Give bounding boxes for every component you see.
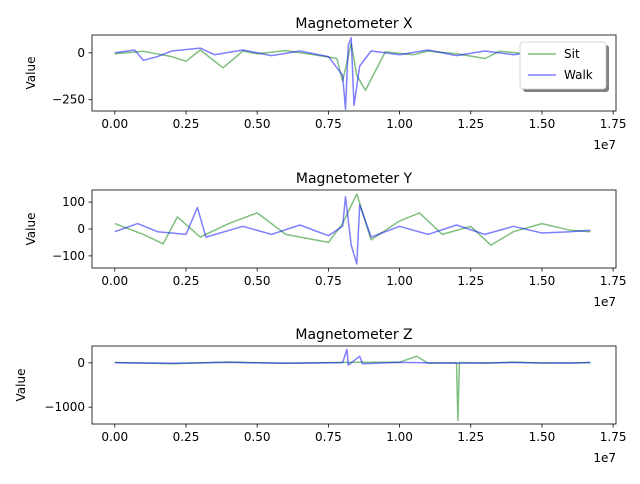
legend-label-walk: Walk <box>564 68 593 82</box>
subplot-3: 0.00 0.25 0.50 0.75 1.00 1.25 1.50 1.75 0 −1000 1e… <box>14 327 627 465</box>
x-tick-label: 1.75 <box>600 117 627 131</box>
legend: Sit Walk <box>519 41 609 92</box>
x-tick-label: 1.50 <box>529 430 556 444</box>
x-tick-label: 1.25 <box>457 274 484 288</box>
x-tick-label: 0.25 <box>173 430 200 444</box>
series-line-walk <box>114 195 591 265</box>
y-axis-label: Value <box>14 369 28 402</box>
x-tick-label: 0.00 <box>101 274 128 288</box>
y-tick-label: −1000 <box>44 400 85 414</box>
x-tick-label: 0.50 <box>244 430 271 444</box>
x-tick-label: 0.75 <box>315 274 342 288</box>
x-offset-label: 1e7 <box>593 295 616 309</box>
series-line-walk <box>114 348 591 366</box>
x-tick-label: 1.00 <box>386 274 413 288</box>
x-tick-label: 1.75 <box>600 274 627 288</box>
x-tick-label: 0.25 <box>173 117 200 131</box>
x-tick-label: 1.00 <box>386 117 413 131</box>
series-line-walk <box>114 37 591 110</box>
legend-frame <box>519 41 607 90</box>
y-axis-label: Value <box>24 213 38 246</box>
y-tick-label: 0 <box>77 222 85 236</box>
x-offset-label: 1e7 <box>593 138 616 152</box>
y-tick-label: 0 <box>77 356 85 370</box>
x-tick-label: 1.75 <box>600 430 627 444</box>
y-axis-label: Value <box>24 57 38 90</box>
x-tick-label: 0.00 <box>101 430 128 444</box>
series-line-sit <box>114 355 591 422</box>
x-tick-label: 0.75 <box>315 117 342 131</box>
plot-frame <box>91 34 617 112</box>
subplot-2: 0.00 0.25 0.50 0.75 1.00 1.25 1.50 1.75 100 0 −100… <box>24 171 627 309</box>
x-tick-label: 0.25 <box>173 274 200 288</box>
x-tick-label: 1.25 <box>457 117 484 131</box>
x-tick-label: 0.50 <box>244 274 271 288</box>
y-tick-label: −100 <box>52 249 85 263</box>
y-tick-label: 0 <box>77 46 85 60</box>
subplot-title: Magnetometer Y <box>296 171 413 187</box>
subplot-title: Magnetometer Z <box>295 327 412 343</box>
subplot-title: Magnetometer X <box>295 16 413 32</box>
y-tick-label: 100 <box>62 195 85 209</box>
x-tick-label: 1.25 <box>457 430 484 444</box>
x-tick-label: 1.00 <box>386 430 413 444</box>
y-tick-label: −250 <box>52 93 85 107</box>
x-tick-label: 0.00 <box>101 117 128 131</box>
plot-frame <box>91 345 617 425</box>
series-line-sit <box>114 193 591 246</box>
x-tick-label: 0.75 <box>315 430 342 444</box>
subplot-1: 0.00 0.25 0.50 0.75 1.00 1.25 1.50 1.75 0 −250 1e7… <box>24 16 627 152</box>
legend-label-sit: Sit <box>564 47 580 61</box>
x-tick-label: 0.50 <box>244 117 271 131</box>
x-tick-label: 1.50 <box>529 117 556 131</box>
x-offset-label: 1e7 <box>593 451 616 465</box>
x-tick-label: 1.50 <box>529 274 556 288</box>
